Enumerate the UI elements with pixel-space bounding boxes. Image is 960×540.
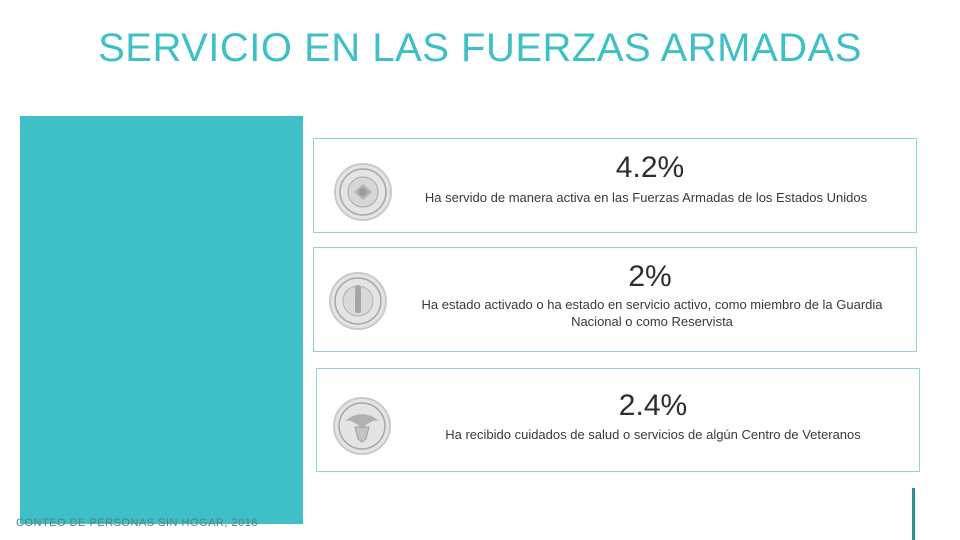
stat-description: Ha servido de manera activa en las Fuerz… xyxy=(424,190,868,205)
stat-card-armed-forces: 4.2% Ha servido de manera activa en las … xyxy=(313,138,917,233)
stat-description: Ha recibido cuidados de salud o servicio… xyxy=(445,427,861,442)
teal-panel xyxy=(20,116,303,524)
stat-card-national-guard: 2% Ha estado activado o ha estado en ser… xyxy=(313,247,917,352)
stat-description: Ha estado activado o ha estado en servic… xyxy=(421,297,883,329)
stat-value: 2.4% xyxy=(618,389,688,422)
national-guard-seal-icon xyxy=(329,272,387,330)
stat-card-veterans: 2.4% Ha recibido cuidados de salud o ser… xyxy=(316,368,920,472)
stat-value: 4.2% xyxy=(615,151,685,184)
veterans-affairs-seal-icon xyxy=(333,397,391,455)
accent-divider xyxy=(912,488,915,540)
armed-forces-seal-icon xyxy=(334,163,392,221)
stat-value: 2% xyxy=(628,260,672,293)
page-title: SERVICIO EN LAS FUERZAS ARMADAS xyxy=(98,26,862,70)
footer-caption: CONTEO DE PERSONAS SIN HOGAR, 2018 xyxy=(16,517,258,529)
